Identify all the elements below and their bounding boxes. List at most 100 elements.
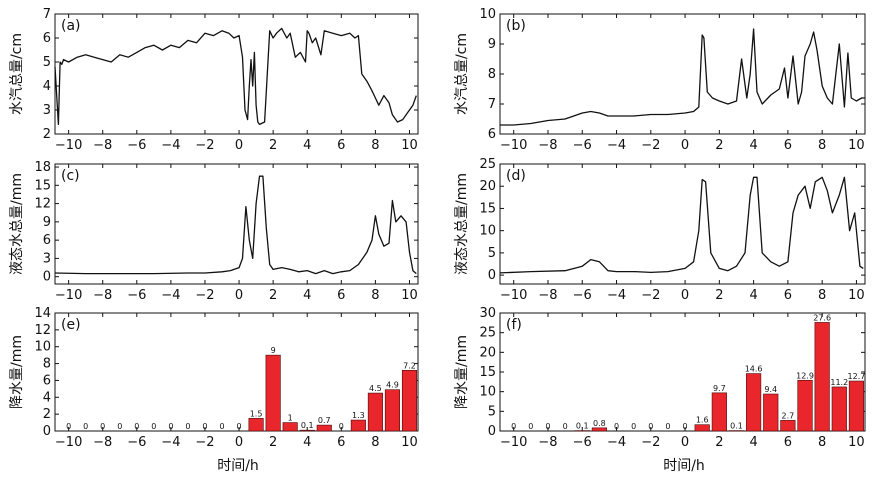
bar <box>384 389 400 432</box>
plot-frame <box>499 163 866 285</box>
x-tick-label: −10 <box>500 435 527 450</box>
y-tick-label: 12 <box>34 323 51 338</box>
bar-value-label: 14.6 <box>745 365 763 374</box>
series-line <box>499 176 864 274</box>
bar-value-label: 0 <box>528 422 533 431</box>
y-tick-label: 0 <box>43 270 51 285</box>
y-tick-label: 5 <box>488 246 496 261</box>
x-tick-label: 8 <box>371 288 379 303</box>
bar-value-label: 2.7 <box>782 411 795 420</box>
x-tick-label: 6 <box>337 435 345 450</box>
x-tick-label: −2 <box>641 288 660 303</box>
y-tick-label: 12 <box>34 197 51 212</box>
y-axis-title: 水汽总量/cm <box>454 33 470 115</box>
plot-frame <box>54 312 419 432</box>
x-tick-label: −2 <box>195 138 214 153</box>
x-tick-label: −4 <box>161 138 180 153</box>
y-tick-label: 20 <box>479 345 496 360</box>
bar-value-label: 4.5 <box>369 384 382 393</box>
x-tick-label: 10 <box>401 435 418 450</box>
x-tick-label: 10 <box>848 288 865 303</box>
x-tick-label: 4 <box>303 435 311 450</box>
x-tick-label: −8 <box>93 288 112 303</box>
y-tick-label: 9 <box>488 37 496 52</box>
x-tick-label: −4 <box>607 435 626 450</box>
panel-label: (a) <box>61 18 81 34</box>
x-tick-label: −8 <box>93 435 112 450</box>
x-tick-label: 2 <box>715 138 723 153</box>
bar <box>299 429 315 432</box>
x-tick-label: 10 <box>401 138 418 153</box>
x-tick-label: 10 <box>848 435 865 450</box>
x-tick-label: 2 <box>715 288 723 303</box>
bar-value-label: 0.1 <box>301 421 314 430</box>
bar-value-label: 0 <box>237 422 242 431</box>
x-tick-label: −4 <box>161 435 180 450</box>
x-tick-label: 6 <box>784 138 792 153</box>
bar <box>248 418 264 432</box>
y-tick-label: 5 <box>488 404 496 419</box>
x-tick-label: 6 <box>337 288 345 303</box>
bar-value-label: 0 <box>339 422 344 431</box>
y-tick-label: 9 <box>43 215 51 230</box>
bar-value-label: 0 <box>100 422 105 431</box>
bar-value-label: 0 <box>134 422 139 431</box>
x-tick-label: 4 <box>749 435 757 450</box>
bar-value-label: 11.2 <box>830 378 848 387</box>
bar-value-label: 0.1 <box>576 422 589 431</box>
bar <box>848 380 865 432</box>
x-tick-label: −8 <box>93 138 112 153</box>
x-tick-label: −6 <box>573 435 592 450</box>
y-tick-label: 25 <box>479 157 496 172</box>
y-tick-label: 20 <box>479 179 496 194</box>
x-tick-label: 0 <box>235 288 243 303</box>
y-tick-label: 18 <box>34 160 51 175</box>
chart-panel: −10 −8 −6 −4 −2 0 2 4 6 8 10 0 5 10 15 20 25 30 降水量/mm (f) 0… <box>454 306 866 450</box>
x-tick-label: 8 <box>371 435 379 450</box>
x-tick-label: −6 <box>573 138 592 153</box>
bar <box>711 392 727 432</box>
x-tick-label: 6 <box>784 435 792 450</box>
bar <box>591 427 607 432</box>
x-tick-label: 10 <box>848 138 865 153</box>
bar-value-label: 0 <box>151 422 156 431</box>
y-tick-label: 5 <box>43 55 51 70</box>
x-tick-label: −6 <box>573 288 592 303</box>
x-tick-label: 10 <box>401 288 418 303</box>
bar-value-label: 0.7 <box>318 416 331 425</box>
y-tick-label: 4 <box>43 79 51 94</box>
x-tick-label: 2 <box>269 288 277 303</box>
x-tick-label: −2 <box>195 288 214 303</box>
x-tick-label: 0 <box>235 435 243 450</box>
y-tick-label: 10 <box>479 7 496 22</box>
y-tick-label: 0 <box>43 424 51 439</box>
x-tick-label: −10 <box>55 288 82 303</box>
bar-value-label: 12.7 <box>848 372 866 381</box>
x-tick-label: −2 <box>195 435 214 450</box>
bar-value-label: 1.6 <box>696 416 709 425</box>
bar-value-label: 4.9 <box>386 381 399 390</box>
bar-value-label: 0 <box>614 422 619 431</box>
x-tick-label: −4 <box>161 288 180 303</box>
bar-value-label: 0 <box>83 422 88 431</box>
x-tick-label: −8 <box>538 138 557 153</box>
y-tick-label: 15 <box>479 365 496 380</box>
bar <box>746 373 762 432</box>
x-tick-label: 2 <box>269 435 277 450</box>
y-tick-label: 15 <box>479 201 496 216</box>
bar-value-label: 0 <box>202 422 207 431</box>
bar-value-label: 0 <box>511 422 516 431</box>
bar <box>265 354 281 432</box>
x-tick-label: 0 <box>681 138 689 153</box>
y-tick-label: 3 <box>43 251 51 266</box>
y-tick-label: 6 <box>43 373 51 388</box>
bar <box>282 422 298 432</box>
x-tick-label: 6 <box>337 138 345 153</box>
plot-frame <box>54 13 419 135</box>
bar <box>401 370 418 432</box>
y-tick-label: 0 <box>488 268 496 283</box>
y-tick-label: 0 <box>488 424 496 439</box>
panel-label: (c) <box>61 168 80 184</box>
y-tick-label: 10 <box>34 340 51 355</box>
